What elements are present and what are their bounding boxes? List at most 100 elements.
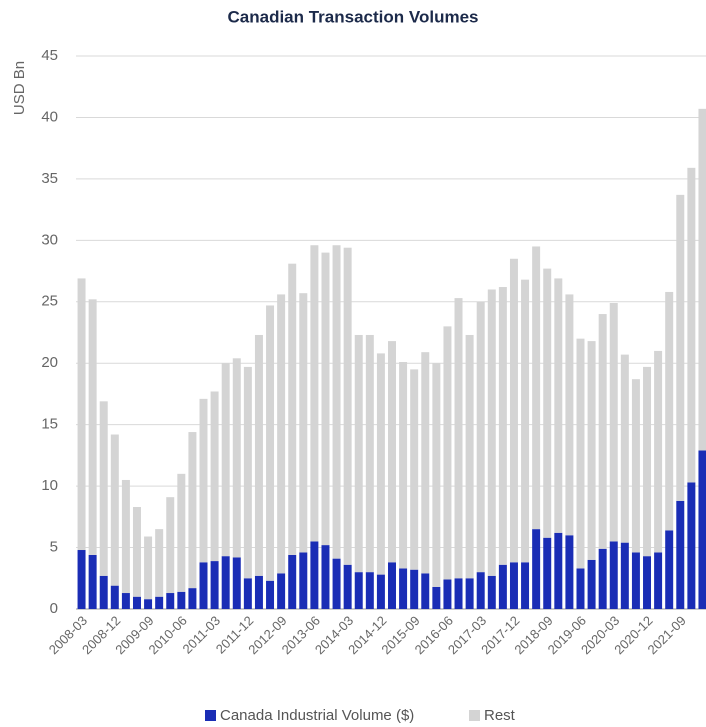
bar-segment <box>487 575 496 609</box>
bar-segment <box>521 562 530 609</box>
bar-segment <box>166 497 175 594</box>
bar-segment <box>121 479 130 594</box>
bar-segment <box>399 361 408 569</box>
bar-segment <box>354 572 363 609</box>
bar-segment <box>631 552 640 609</box>
bar-segment <box>620 354 629 543</box>
bar-segment <box>598 314 607 549</box>
bar-segment <box>609 541 618 609</box>
bar-segment <box>365 334 374 573</box>
bar-segment <box>565 294 574 536</box>
bar-segment <box>487 289 496 576</box>
bar-segment <box>665 530 674 609</box>
bar-segment <box>698 108 706 451</box>
bar-segment <box>443 326 452 580</box>
y-tick-label: 10 <box>41 477 58 494</box>
bar-segment <box>254 575 263 609</box>
bar-segment <box>454 578 463 609</box>
bar-segment <box>509 258 518 563</box>
bar-segment <box>509 562 518 609</box>
bar-segment <box>299 552 308 609</box>
y-tick-label: 20 <box>41 354 58 371</box>
bar-segment <box>88 554 97 609</box>
y-tick-label: 40 <box>41 108 58 125</box>
y-tick-label: 30 <box>41 231 58 248</box>
bar-segment <box>321 545 330 609</box>
bar-segment <box>587 559 596 609</box>
bar-segment <box>421 352 430 574</box>
bar-segment <box>465 578 474 609</box>
bar-segment <box>388 562 396 609</box>
bar-segment <box>221 556 230 609</box>
bar-segment <box>365 572 374 609</box>
bar-segment <box>532 529 541 609</box>
bar-segment <box>598 548 607 609</box>
bar-segment <box>399 568 408 609</box>
bar-segment <box>288 554 297 609</box>
legend-label: Canada Industrial Volume ($) <box>220 707 414 724</box>
bar-segment <box>321 252 330 546</box>
bar-segment <box>199 398 208 563</box>
bar-segment <box>476 572 485 609</box>
bar-segment <box>576 568 585 609</box>
bar-segment <box>354 334 363 573</box>
bar-segment <box>332 245 341 559</box>
bar-segment <box>177 591 186 609</box>
bar-segment <box>543 268 552 538</box>
bar-segment <box>465 334 474 579</box>
legend-label: Rest <box>484 707 516 724</box>
bar-segment <box>288 263 297 555</box>
y-tick-label: 0 <box>50 600 58 617</box>
y-tick-label: 5 <box>50 539 58 556</box>
bar-segment <box>266 305 275 581</box>
bar-segment <box>210 561 219 609</box>
bar-segment <box>277 294 286 574</box>
bar-segment <box>343 247 352 565</box>
bar-segment <box>221 363 230 557</box>
bar-segment <box>199 562 208 609</box>
bar-segment <box>88 299 97 555</box>
bar-segment <box>676 500 685 609</box>
bar-segment <box>144 599 153 609</box>
bar-segment <box>587 341 596 560</box>
bar-segment <box>665 291 674 531</box>
bar-segment <box>376 353 385 575</box>
bar-segment <box>576 338 585 569</box>
y-tick-label: 45 <box>41 47 58 64</box>
bar-segment <box>99 401 108 576</box>
bar-segment <box>77 550 86 609</box>
bar-segment <box>232 557 241 609</box>
bar-segment <box>620 542 629 609</box>
bar-segment <box>476 301 485 573</box>
bar-segment <box>443 579 452 609</box>
bar-segment <box>631 379 640 553</box>
bar-segment <box>254 334 263 576</box>
bar-segment <box>332 558 341 609</box>
bar-segment <box>410 569 419 609</box>
bar-segment <box>243 366 252 579</box>
y-tick-label: 15 <box>41 416 58 433</box>
bar-segment <box>432 586 441 609</box>
bar-segment <box>110 434 119 586</box>
bar-segment <box>554 278 563 533</box>
bar-segment <box>155 596 164 609</box>
bar-segment <box>654 350 663 553</box>
bar-segment <box>521 279 530 563</box>
bar-segment <box>410 369 419 570</box>
bar-segment <box>132 596 141 609</box>
bar-segment <box>698 450 706 609</box>
bar-segment <box>498 564 507 609</box>
bar-segment <box>243 578 252 609</box>
bar-segment <box>454 298 463 579</box>
bar-segment <box>654 552 663 609</box>
bar-segment <box>687 482 696 609</box>
bar-segment <box>110 585 119 609</box>
bar-segment <box>565 535 574 609</box>
bar-segment <box>643 366 652 557</box>
bar-segment <box>277 573 286 609</box>
legend-swatch <box>469 710 480 721</box>
bar-segment <box>388 341 396 563</box>
bar-segment <box>177 473 186 592</box>
bar-segment <box>343 564 352 609</box>
bar-segment <box>77 278 86 551</box>
